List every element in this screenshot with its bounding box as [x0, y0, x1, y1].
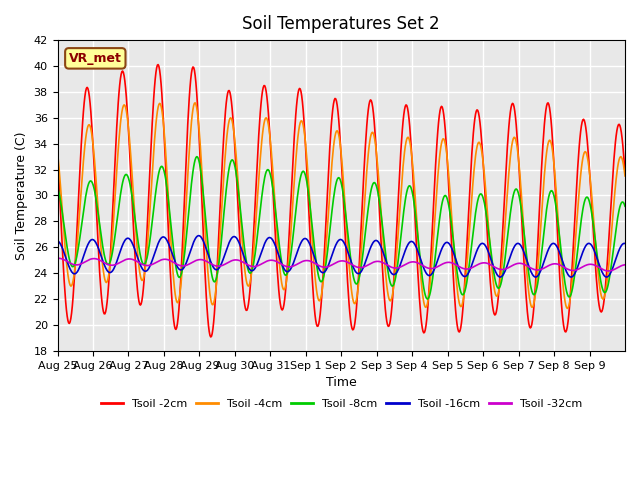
Tsoil -2cm: [54, 149, 61, 155]
Tsoil -2cm: [433, 138, 441, 144]
Tsoil -16cm: [275, 252, 283, 258]
Tsoil -4cm: [621, 173, 629, 179]
Tsoil -32cm: [225, 259, 233, 265]
Tsoil -8cm: [621, 204, 629, 209]
Tsoil -16cm: [54, 238, 61, 244]
Tsoil -32cm: [54, 255, 61, 261]
Tsoil -4cm: [253, 198, 261, 204]
Tsoil -32cm: [433, 264, 440, 270]
Tsoil -4cm: [191, 100, 199, 106]
Tsoil -16cm: [433, 261, 440, 267]
Tsoil -32cm: [605, 268, 612, 274]
Tsoil -32cm: [401, 262, 408, 268]
Y-axis label: Soil Temperature (C): Soil Temperature (C): [15, 131, 28, 260]
Tsoil -2cm: [621, 170, 629, 176]
Tsoil -2cm: [120, 73, 128, 79]
Line: Tsoil -16cm: Tsoil -16cm: [58, 236, 625, 277]
Tsoil -8cm: [120, 174, 128, 180]
Legend: Tsoil -2cm, Tsoil -4cm, Tsoil -8cm, Tsoil -16cm, Tsoil -32cm: Tsoil -2cm, Tsoil -4cm, Tsoil -8cm, Tsoi…: [96, 395, 586, 414]
Tsoil -2cm: [401, 103, 409, 109]
Tsoil -16cm: [120, 239, 128, 245]
Tsoil -4cm: [433, 193, 440, 199]
Tsoil -2cm: [276, 295, 284, 300]
Line: Tsoil -2cm: Tsoil -2cm: [58, 65, 625, 337]
X-axis label: Time: Time: [326, 376, 356, 389]
Tsoil -8cm: [424, 296, 431, 302]
Line: Tsoil -32cm: Tsoil -32cm: [58, 258, 625, 271]
Tsoil -2cm: [154, 62, 162, 68]
Tsoil -2cm: [207, 334, 214, 340]
Tsoil -32cm: [54, 255, 62, 261]
Line: Tsoil -8cm: Tsoil -8cm: [58, 157, 625, 299]
Tsoil -2cm: [226, 89, 234, 95]
Tsoil -4cm: [401, 149, 408, 155]
Tsoil -4cm: [225, 118, 233, 123]
Tsoil -32cm: [253, 263, 261, 269]
Tsoil -16cm: [225, 240, 233, 245]
Tsoil -16cm: [401, 250, 408, 255]
Tsoil -32cm: [121, 257, 129, 263]
Tsoil -2cm: [254, 144, 262, 150]
Tsoil -16cm: [621, 240, 629, 246]
Line: Tsoil -4cm: Tsoil -4cm: [58, 103, 625, 308]
Tsoil -8cm: [253, 234, 261, 240]
Tsoil -32cm: [621, 262, 629, 268]
Tsoil -4cm: [275, 253, 283, 259]
Tsoil -8cm: [54, 184, 61, 190]
Title: Soil Temperatures Set 2: Soil Temperatures Set 2: [243, 15, 440, 33]
Text: VR_met: VR_met: [69, 52, 122, 65]
Tsoil -4cm: [54, 149, 61, 155]
Tsoil -4cm: [563, 305, 571, 311]
Tsoil -16cm: [603, 274, 611, 280]
Tsoil -16cm: [195, 233, 203, 239]
Tsoil -8cm: [275, 237, 283, 243]
Tsoil -8cm: [401, 203, 408, 208]
Tsoil -8cm: [225, 165, 233, 171]
Tsoil -8cm: [433, 238, 441, 243]
Tsoil -8cm: [193, 154, 200, 160]
Tsoil -16cm: [253, 261, 261, 266]
Tsoil -4cm: [120, 102, 128, 108]
Tsoil -32cm: [275, 260, 283, 265]
